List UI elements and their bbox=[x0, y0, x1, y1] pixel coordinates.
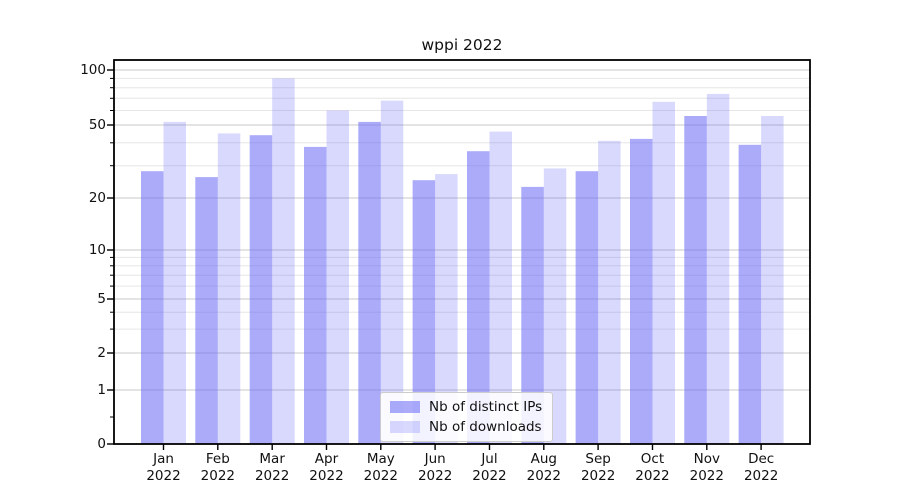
bar-ips-apr bbox=[304, 146, 327, 444]
chart-title: wppi 2022 bbox=[421, 36, 503, 54]
legend-swatch-downloads bbox=[390, 421, 420, 433]
legend-swatch-distinct-ips bbox=[390, 401, 420, 413]
bar-ips-mar bbox=[249, 135, 273, 444]
bar-downloads-jan bbox=[163, 121, 186, 445]
bar-downloads-jun bbox=[435, 174, 458, 444]
bar-downloads-aug bbox=[543, 168, 567, 444]
bar-downloads-feb bbox=[217, 133, 241, 444]
legend-label-downloads: Nb of downloads bbox=[429, 419, 542, 435]
bar-ips-sep bbox=[575, 171, 599, 444]
bar-ips-may bbox=[358, 121, 381, 445]
bar-downloads-jul bbox=[489, 131, 512, 444]
legend-item-downloads: Nb of downloads bbox=[390, 419, 542, 435]
bar-downloads-mar bbox=[272, 78, 295, 445]
bar-ips-jun bbox=[412, 180, 436, 444]
bar-ips-aug bbox=[521, 186, 544, 444]
bar-ips-dec bbox=[738, 144, 762, 445]
bar-downloads-sep bbox=[598, 140, 621, 445]
bar-ips-oct bbox=[630, 138, 653, 444]
plot-border bbox=[113, 59, 811, 445]
bar-ips-nov bbox=[684, 116, 707, 444]
bar-downloads-may bbox=[380, 100, 404, 444]
legend: Nb of distinct IPs Nb of downloads bbox=[380, 392, 554, 442]
bar-downloads-dec bbox=[761, 116, 784, 444]
bar-downloads-nov bbox=[706, 93, 730, 445]
bar-ips-feb bbox=[195, 177, 218, 444]
bar-ips-jan bbox=[141, 171, 164, 444]
bar-downloads-oct bbox=[652, 101, 675, 445]
bar-ips-jul bbox=[467, 151, 490, 444]
legend-label-distinct-ips: Nb of distinct IPs bbox=[429, 399, 543, 415]
legend-item-distinct-ips: Nb of distinct IPs bbox=[390, 399, 542, 415]
bar-downloads-apr bbox=[326, 110, 349, 444]
